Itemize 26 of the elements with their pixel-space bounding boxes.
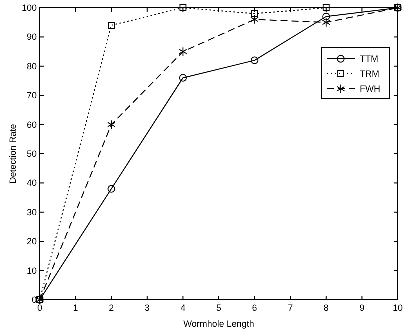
x-tick-label: 9 <box>360 303 365 313</box>
legend-label: FWH <box>360 84 380 94</box>
x-tick-label: 4 <box>180 303 186 313</box>
x-tick-label: 6 <box>252 303 258 313</box>
x-tick-label: 7 <box>288 303 294 313</box>
y-tick-label: 30 <box>26 207 37 218</box>
y-axis-title: Detection Rate <box>8 124 18 184</box>
x-tick-label: 5 <box>216 303 222 313</box>
y-tick-label: 80 <box>26 61 37 72</box>
y-tick-label: 60 <box>26 120 37 130</box>
legend-label: TRM <box>360 68 380 79</box>
y-tick-label: 20 <box>26 236 37 247</box>
y-tick-label: 10 <box>26 266 37 276</box>
y-tick-label: 50 <box>26 148 37 159</box>
x-tick-label: 2 <box>109 303 114 313</box>
y-tick-label: 70 <box>26 90 37 101</box>
y-tick-label: 90 <box>26 32 37 42</box>
x-tick-label: 10 <box>392 303 404 313</box>
y-tick-label: 0 <box>32 294 37 305</box>
x-tick-label: 3 <box>144 303 150 313</box>
y-tick-label: 40 <box>26 178 37 188</box>
x-axis-title: Wormhole Length <box>184 319 254 329</box>
x-tick-label: 8 <box>324 303 329 313</box>
legend-label: TTM <box>360 54 378 64</box>
y-tick-label: 100 <box>22 2 37 13</box>
x-tick-label: 1 <box>73 303 78 313</box>
